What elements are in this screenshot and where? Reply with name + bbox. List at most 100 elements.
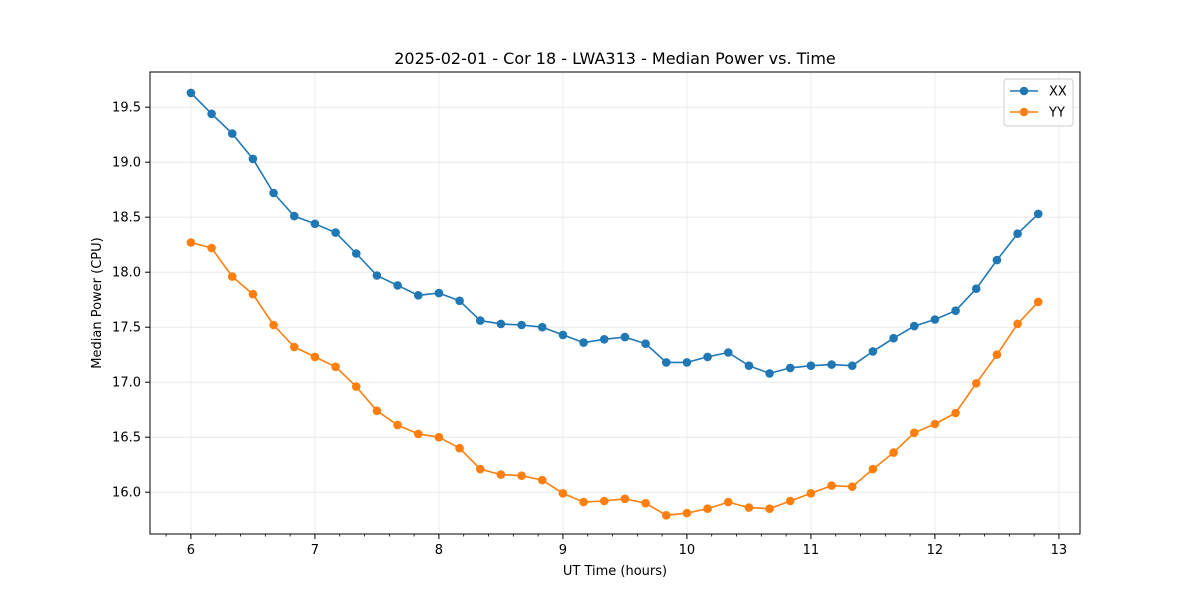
data-point-yy bbox=[847, 482, 857, 492]
data-point-xx bbox=[889, 333, 898, 343]
data-point-yy bbox=[827, 481, 836, 490]
x-tick-label: 7 bbox=[311, 543, 319, 558]
data-point-xx bbox=[765, 369, 774, 378]
data-point-yy bbox=[496, 470, 506, 479]
data-point-xx bbox=[744, 361, 754, 371]
y-tick-label: 19.5 bbox=[112, 101, 141, 116]
data-point-yy bbox=[248, 289, 258, 299]
data-point-yy bbox=[331, 362, 340, 372]
data-point-yy bbox=[620, 494, 630, 504]
data-point-xx bbox=[207, 109, 216, 119]
data-point-yy bbox=[558, 489, 568, 498]
x-axis: 6 7 8 9 10 11 12 13 bbox=[165, 534, 1068, 558]
data-point-yy bbox=[207, 243, 216, 253]
legend-label-xx: XX bbox=[1049, 85, 1067, 100]
y-axis-label: Median Power (CPU) bbox=[90, 237, 105, 368]
data-point-xx bbox=[475, 316, 485, 325]
data-point-xx bbox=[372, 271, 382, 280]
data-point-yy bbox=[475, 464, 485, 474]
data-point-xx bbox=[517, 320, 526, 330]
data-point-xx bbox=[455, 296, 464, 306]
data-point-yy bbox=[413, 429, 423, 439]
series-layer bbox=[186, 88, 1043, 520]
data-point-yy bbox=[186, 238, 196, 247]
data-point-yy bbox=[434, 432, 444, 442]
data-point-yy bbox=[661, 511, 671, 520]
data-point-xx bbox=[641, 339, 650, 349]
y-tick-label: 19.0 bbox=[112, 156, 141, 171]
data-point-xx bbox=[661, 358, 671, 367]
data-point-xx bbox=[413, 291, 423, 300]
x-tick-label: 6 bbox=[187, 543, 195, 558]
data-point-xx bbox=[992, 255, 1002, 265]
data-point-xx bbox=[599, 335, 609, 344]
data-point-yy bbox=[372, 406, 382, 416]
data-point-yy bbox=[455, 443, 464, 453]
data-point-xx bbox=[847, 361, 857, 371]
data-point-yy bbox=[868, 464, 878, 474]
data-point-yy bbox=[351, 382, 361, 391]
data-point-yy bbox=[744, 503, 754, 512]
data-point-xx bbox=[248, 154, 258, 164]
x-tick-label: 13 bbox=[1051, 543, 1068, 558]
data-point-xx bbox=[186, 88, 196, 98]
data-point-yy bbox=[289, 342, 299, 352]
x-tick-label: 9 bbox=[559, 543, 567, 558]
data-point-yy bbox=[703, 504, 712, 513]
y-tick-label: 16.5 bbox=[112, 431, 141, 446]
legend: XX YY bbox=[1003, 78, 1074, 127]
y-tick-label: 18.5 bbox=[112, 211, 141, 226]
data-point-xx bbox=[909, 321, 919, 331]
data-point-yy bbox=[1013, 319, 1022, 329]
data-point-xx bbox=[723, 348, 733, 357]
data-point-xx bbox=[227, 129, 237, 138]
data-point-yy bbox=[889, 448, 898, 457]
data-point-yy bbox=[951, 408, 960, 418]
data-point-xx bbox=[868, 347, 878, 356]
data-point-xx bbox=[971, 284, 981, 294]
data-point-yy bbox=[765, 504, 774, 513]
data-point-xx bbox=[930, 315, 940, 324]
series-xx bbox=[186, 88, 1043, 378]
data-point-xx bbox=[331, 228, 340, 237]
x-tick-label: 11 bbox=[803, 543, 820, 558]
data-point-xx bbox=[310, 219, 320, 229]
data-point-yy bbox=[806, 489, 816, 498]
data-point-xx bbox=[351, 249, 361, 258]
x-tick-label: 12 bbox=[927, 543, 944, 558]
y-tick-label: 18.0 bbox=[112, 266, 141, 281]
x-axis-label: UT Time (hours) bbox=[563, 564, 667, 579]
y-tick-label: 17.5 bbox=[112, 321, 141, 336]
legend-marker-yy bbox=[1019, 107, 1029, 117]
data-point-xx bbox=[620, 332, 630, 342]
data-point-xx bbox=[496, 319, 506, 329]
y-tick-label: 16.0 bbox=[112, 486, 141, 501]
data-point-yy bbox=[599, 496, 609, 506]
data-point-xx bbox=[785, 363, 795, 373]
data-point-xx bbox=[558, 330, 568, 340]
data-point-xx bbox=[434, 288, 444, 298]
data-point-xx bbox=[289, 211, 299, 221]
data-point-yy bbox=[723, 497, 733, 507]
data-point-yy bbox=[992, 350, 1002, 360]
data-point-xx bbox=[1013, 229, 1022, 238]
data-point-xx bbox=[537, 322, 547, 332]
data-point-xx bbox=[682, 358, 692, 367]
legend-label-yy: YY bbox=[1048, 106, 1065, 121]
data-point-yy bbox=[393, 420, 402, 430]
data-point-yy bbox=[517, 471, 526, 481]
data-point-xx bbox=[393, 281, 402, 290]
x-tick-label: 8 bbox=[435, 543, 443, 558]
data-point-yy bbox=[909, 428, 919, 438]
data-point-yy bbox=[537, 475, 547, 485]
series-yy bbox=[186, 238, 1043, 520]
data-point-xx bbox=[269, 188, 278, 198]
data-point-yy bbox=[641, 498, 650, 508]
data-point-yy bbox=[269, 320, 278, 330]
data-point-xx bbox=[827, 360, 836, 369]
data-point-xx bbox=[806, 361, 816, 371]
chart-title: 2025-02-01 - Cor 18 - LWA313 - Median Po… bbox=[394, 49, 836, 68]
x-tick-label: 10 bbox=[679, 543, 696, 558]
data-point-xx bbox=[951, 306, 960, 316]
